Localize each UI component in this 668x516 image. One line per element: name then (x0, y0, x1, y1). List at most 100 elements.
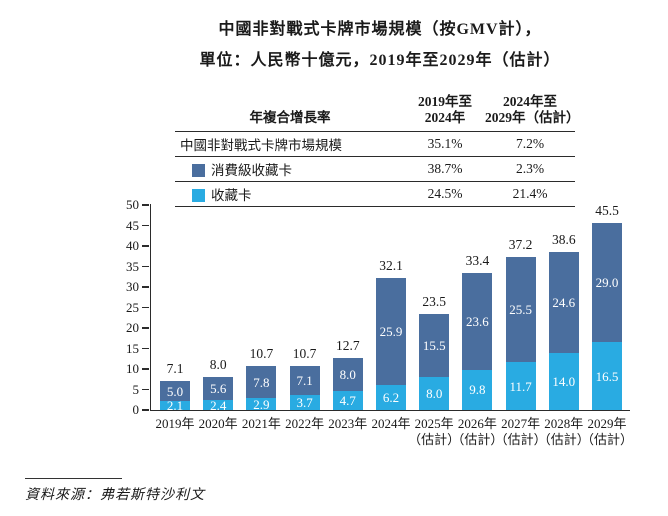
y-tick-mark (142, 286, 149, 288)
cagr-row-collectible-cards: 收藏卡 24.5% 21.4% (175, 182, 575, 207)
bar-value-label: 5.6 (210, 381, 227, 397)
bar-value-label: 25.9 (379, 323, 403, 339)
source-note: 資料來源：弗若斯特沙利文 (25, 488, 205, 503)
bar-segment: 11.7 (505, 362, 536, 410)
bar-segment: 6.2 (376, 384, 406, 410)
y-tick-label: 5 (132, 381, 140, 397)
source-divider (25, 478, 122, 479)
bar-total-label: 8.0 (209, 357, 227, 373)
bar-value-label: 2.4 (210, 397, 227, 413)
bar-segment: 8.0 (332, 357, 363, 391)
bar-segment: 16.5 (592, 342, 622, 410)
bar-value-label: 23.6 (466, 313, 489, 329)
y-tick-label: 30 (126, 279, 139, 294)
bar-total-label: 33.4 (465, 253, 490, 269)
bar-value-label: 25.5 (509, 302, 532, 318)
y-tick-mark (142, 388, 149, 391)
y-tick-mark (142, 347, 149, 350)
y-tick-label: 10 (126, 361, 139, 376)
y-tick-label: 25 (126, 299, 139, 315)
x-axis-label: 2026年 (457, 416, 497, 431)
bar-segment: 2.9 (246, 396, 277, 412)
x-axis-note: （估計） (494, 432, 547, 447)
bar-value-label: 2.9 (253, 396, 270, 412)
chart-title-line1: 中國非對戰式卡牌市場規模（按GMV計）， (218, 21, 542, 38)
y-tick-label: 0 (132, 402, 140, 417)
x-axis-note: （估計） (537, 432, 590, 447)
x-axis-label: 2027年 (501, 416, 541, 431)
bar-segment: 25.9 (376, 278, 406, 385)
cagr-table-header: 年複合增長率 2019年至 2024年 2024年至 2029年（估計） (175, 88, 580, 132)
bar-total-label: 32.1 (379, 258, 403, 274)
bar-segment: 25.5 (505, 257, 536, 363)
bar-segment: 7.1 (289, 365, 320, 395)
bar-value-label: 4.7 (339, 392, 356, 408)
y-tick-mark (142, 409, 149, 411)
x-axis-label: 2021年 (241, 416, 281, 431)
bar-value-label: 16.5 (595, 368, 619, 384)
bar-value-label: 7.8 (253, 374, 270, 390)
bar-segment: 3.7 (289, 394, 320, 410)
x-axis-label: 2023年 (328, 416, 368, 431)
y-tick-label: 40 (126, 238, 139, 253)
chart-title-line2: 單位：人民幣十億元，2019年至2029年（估計） (199, 52, 561, 69)
bar-segment: 14.0 (548, 352, 579, 410)
y-tick-mark (142, 327, 149, 329)
y-tick-mark (142, 224, 149, 227)
y-tick-label: 20 (126, 320, 139, 335)
x-axis-label: 2020年 (198, 416, 238, 431)
x-axis-label: 2025年 (414, 416, 454, 431)
cagr-row-label: 消費級收藏卡 (211, 163, 292, 178)
y-tick-label: 35 (126, 258, 139, 274)
y-tick-mark (142, 204, 149, 206)
y-tick-mark (142, 368, 149, 370)
cagr-row-value-1: 24.5% (427, 186, 463, 201)
x-axis-note: （估計） (580, 432, 633, 447)
y-tick-mark (142, 245, 149, 247)
y-axis-line (149, 204, 151, 411)
bar-segment: 29.0 (592, 223, 622, 343)
cagr-table: 年複合增長率 2019年至 2024年 2024年至 2029年（估計） 中國非… (175, 88, 580, 207)
x-axis-label: 2019年 (155, 416, 195, 431)
y-tick-label: 50 (126, 197, 139, 212)
cagr-row-label: 收藏卡 (211, 188, 252, 203)
bar-segment: 9.8 (462, 369, 493, 410)
chart-title: 中國非對戰式卡牌市場規模（按GMV計）， 單位：人民幣十億元，2019年至202… (92, 14, 668, 76)
legend-swatch-consumer-cards (192, 164, 205, 177)
y-tick-label: 45 (126, 217, 139, 233)
bar-value-label: 5.0 (166, 383, 184, 399)
cagr-row-value-2: 21.4% (512, 186, 548, 201)
bar-value-label: 2.1 (166, 398, 184, 414)
cagr-row-value-1: 35.1% (427, 136, 463, 151)
bar-value-label: 3.7 (296, 394, 313, 410)
bar-segment: 2.4 (203, 397, 234, 413)
cagr-header-col1: 2019年至 2024年 (418, 94, 472, 125)
y-tick-mark (142, 265, 149, 268)
x-axis-label: 2024年 (371, 416, 411, 431)
bar-value-label: 7.1 (296, 372, 313, 388)
bar-total-label: 12.7 (335, 337, 360, 353)
y-tick-mark (142, 306, 149, 309)
bar-segment: 24.6 (548, 251, 579, 353)
x-axis-label: 2029年 (587, 416, 627, 431)
x-axis-note: （估計） (408, 432, 461, 447)
bar-value-label: 15.5 (422, 337, 446, 353)
bar-total-label: 10.7 (292, 345, 317, 361)
bar-segment: 4.7 (332, 390, 363, 410)
bar-value-label: 29.0 (595, 275, 619, 291)
bar-total-label: 23.5 (422, 293, 446, 309)
bar-value-label: 8.0 (339, 366, 356, 382)
bar-segment: 7.8 (246, 366, 277, 399)
cagr-row-consumer-cards: 消費級收藏卡 38.7% 2.3% (175, 157, 575, 182)
cagr-row-total-market: 中國非對戰式卡牌市場規模 35.1% 7.2% (175, 132, 575, 157)
cagr-header-label: 年複合增長率 (249, 110, 331, 125)
bar-segment: 15.5 (419, 313, 450, 378)
bar-value-label: 6.2 (382, 389, 400, 405)
cagr-header-col2: 2024年至 2029年（估計） (485, 94, 580, 125)
x-axis-note: （估計） (451, 432, 504, 447)
bar-value-label: 11.7 (509, 378, 532, 394)
cagr-row-value-1: 38.7% (427, 161, 463, 176)
bar-segment: 8.0 (419, 377, 450, 410)
cagr-row-value-2: 2.3% (515, 161, 545, 176)
